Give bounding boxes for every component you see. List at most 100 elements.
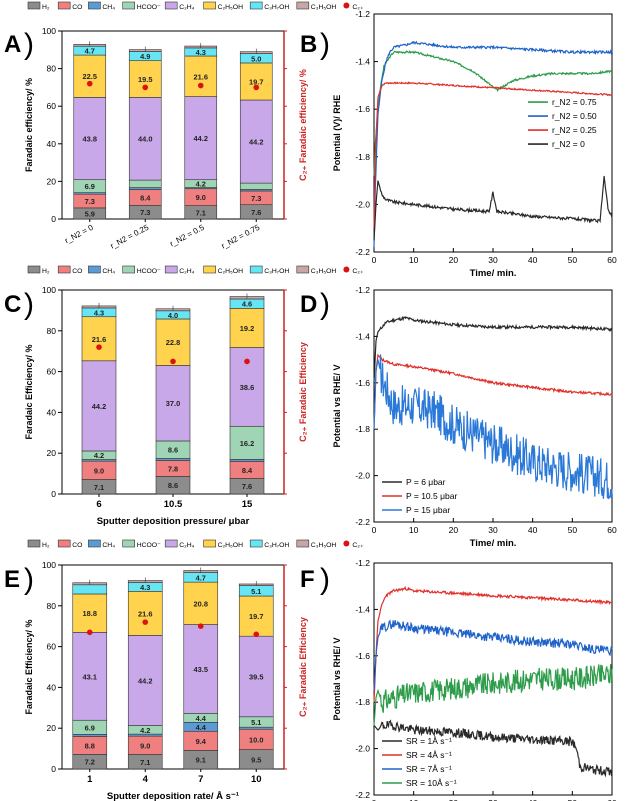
bar-segment-C2H4 — [128, 97, 162, 181]
legend-swatch-HCOO — [122, 539, 135, 548]
y-tick-label: -1.6 — [355, 104, 370, 114]
bar-chart-A: 0 20 40 60 80 100 Faradaic efficiency/ % C₂₊ Fa… — [24, 26, 308, 250]
legend-label: C₃H₅OH — [311, 542, 337, 549]
y-axis-label-right: C₂₊ Faradaic efficiency/ % — [298, 69, 308, 181]
legend-label: SR = 4Å s⁻¹ — [406, 750, 452, 760]
bar-value-label: 4.3 — [140, 583, 150, 592]
y-tick-label: 60 — [47, 642, 57, 652]
legend-E: H₂ CO CH₄ HCOO⁻ C₂H₄ C₂H₅OH C₃H₇OH C₃H₅OH C₂₊ — [27, 539, 364, 549]
y-tick-label: 60 — [47, 367, 57, 377]
bar-segment-C2H4 — [72, 632, 108, 721]
c2-marker — [244, 358, 250, 365]
bar-segment-C2H5OH — [73, 54, 107, 98]
x-tick-label: 0 — [372, 525, 377, 535]
bar-chart-C: 0 20 40 60 80 100 Faradaic Efficiency/ % C₂₊ Fa… — [24, 285, 308, 527]
bar-segment-C2H4 — [155, 365, 191, 442]
legend-label: C₂H₄ — [179, 268, 194, 275]
y-axis-label: Potential (V)/ RHE — [332, 95, 342, 172]
bar-value-label: 7.2 — [85, 758, 95, 767]
panel-label-C: C) — [4, 288, 34, 321]
series-line — [373, 81, 613, 229]
bar-value-label: 20.8 — [194, 599, 208, 608]
legend-swatch-HCOO — [122, 265, 135, 274]
bar-segment-C2H4 — [184, 96, 218, 181]
bar-value-label: 19.7 — [249, 77, 263, 86]
legend-label: C₂H₄ — [179, 542, 194, 549]
y-axis-label: Potential vs RHE/ V — [332, 364, 342, 447]
bar-value-label: 8.6 — [168, 446, 178, 455]
series-line — [373, 719, 613, 778]
legend-swatch-C2H5OH — [203, 1, 216, 10]
y-tick-label: 40 — [47, 139, 57, 149]
bar-value-label: 44.2 — [92, 402, 106, 411]
bar-value-label: 19.5 — [138, 75, 152, 84]
bar-value-label: 8.8 — [85, 741, 95, 750]
legend-marker-c2 — [343, 2, 350, 9]
x-tick-label: 10 — [251, 774, 262, 785]
x-tick-label: 0 — [372, 255, 377, 265]
panel-label-A: A) — [4, 28, 34, 61]
panel-bracket: ) — [320, 563, 330, 596]
bar-segment-CH4 — [72, 734, 108, 737]
bar-segment-C2H5OH — [155, 318, 191, 366]
bar-value-label: 4.2 — [196, 180, 206, 189]
legend: SR = 1Å s⁻¹ SR = 4Å s⁻¹ SR = 7Å s⁻¹ SR = 10… — [382, 736, 457, 788]
legend-label: CH₄ — [102, 4, 115, 11]
legend-swatch-C3H7OH — [249, 539, 263, 548]
x-tick-label: 10 — [409, 525, 419, 535]
bar-value-label: 7.6 — [242, 482, 252, 491]
x-tick-label: 50 — [568, 255, 578, 265]
bar-segment-C2H5OH — [229, 308, 265, 348]
legend-label: C₂H₄ — [179, 4, 194, 11]
x-tick-label: 30 — [488, 798, 498, 801]
x-tick-label: 60 — [607, 798, 617, 801]
c2-marker — [197, 82, 204, 89]
legend-A: H₂ CO CH₄ HCOO⁻ C₂H₄ C₂H₅OH C₃H₇OH C₃H₅OH C₂₊ — [27, 1, 364, 11]
legend-label: CO — [72, 268, 82, 275]
series-line — [373, 40, 613, 248]
bar-value-label: 8.4 — [242, 466, 253, 475]
panel-label-D: D) — [300, 288, 330, 321]
bar-value-label: 18.8 — [83, 609, 97, 618]
y-axis-label-right: C₂₊ Faradaic Efficiency — [298, 342, 308, 442]
x-tick-label: 7 — [198, 774, 203, 785]
series-line — [373, 50, 613, 176]
bar-value-label: 16.2 — [240, 439, 254, 448]
bar-value-label: 4.2 — [94, 451, 104, 460]
legend-label: HCOO⁻ — [137, 268, 161, 275]
bar-value-label: 22.5 — [83, 72, 97, 81]
legend-label: C₂₊ — [352, 4, 364, 11]
x-tick-label: 4 — [143, 774, 149, 785]
bar-segment-C2H5OH — [238, 595, 274, 637]
c2-marker — [96, 344, 102, 350]
bar-segment-CH4 — [229, 459, 265, 462]
x-tick-label: 40 — [528, 525, 538, 535]
y-tick-label: -2.0 — [355, 471, 370, 481]
bar-value-label: 9.4 — [196, 737, 207, 746]
legend-swatch-C3H7OH — [249, 265, 263, 274]
legend-label: r_N2 = 0.25 — [552, 125, 597, 135]
y-tick-label: -2.0 — [355, 199, 370, 209]
bar-value-label: 9.0 — [196, 193, 206, 202]
x-tick-label: 30 — [488, 525, 498, 535]
y-tick-label: -1.6 — [355, 378, 370, 388]
x-tick-label: 60 — [607, 525, 617, 535]
legend-label: SR = 7Å s⁻¹ — [406, 764, 452, 774]
legend-label: C₃H₅OH — [311, 268, 337, 275]
x-tick-label: r_N2 = 0.75 — [220, 223, 262, 251]
y-tick-label: -1.2 — [355, 9, 370, 19]
series-line — [373, 354, 613, 500]
bar-segment-C2H4 — [183, 624, 219, 714]
y-axis-label: Faradaic efficiency/ % — [24, 78, 34, 172]
legend-swatch-C2H5OH — [203, 539, 216, 548]
x-axis-label: Time/ min. — [470, 268, 517, 279]
x-tick-label: 50 — [568, 525, 578, 535]
bar-value-label: 5.0 — [251, 54, 261, 63]
y-tick-label: -1.8 — [355, 152, 370, 162]
legend-label: C₂H₅OH — [218, 4, 243, 11]
bar-value-label: 9.0 — [94, 466, 104, 475]
bar-value-label: 8.6 — [168, 481, 178, 490]
x-tick-label: 40 — [528, 255, 538, 265]
bar-value-label: 19.7 — [249, 612, 263, 621]
legend-label: P = 10.5 μbar — [406, 491, 457, 501]
